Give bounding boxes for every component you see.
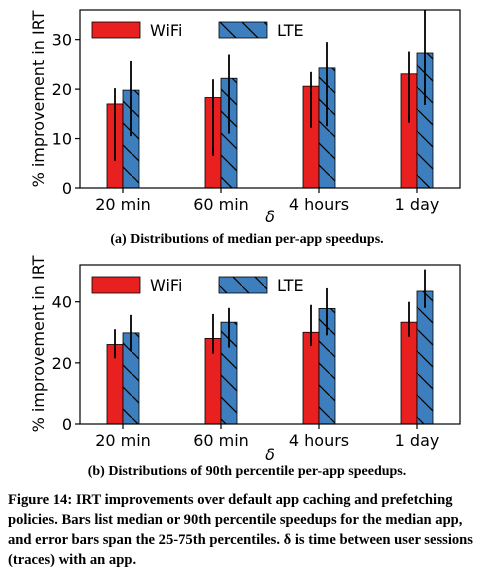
- y-tick-label: 40: [52, 293, 72, 312]
- bar-hatch-lte-2: [319, 67, 335, 188]
- bar-hatch-lte-0: [123, 90, 139, 188]
- bar-wifi-3: [400, 321, 418, 425]
- plot-frame: [79, 9, 461, 189]
- bar-hatch-lte-2: [319, 308, 335, 424]
- legend-label-wifi: WiFi: [150, 21, 182, 40]
- x-tick-label: 60 min: [193, 195, 249, 214]
- legend: WiFi LTE: [91, 276, 304, 295]
- y-tick-label: 20: [52, 80, 72, 99]
- plot-frame: [79, 264, 461, 425]
- x-axis-label: δ: [265, 207, 275, 226]
- legend-label-lte: LTE: [277, 21, 304, 40]
- chart-a: 0 10 20 30 20 min 60 min 4 hours 1 day % improve…: [29, 9, 461, 226]
- figure-caption: Figure 14: IRT improvements over default…: [8, 490, 488, 570]
- x-tick-label: 20 min: [95, 431, 151, 450]
- legend-label-lte: LTE: [277, 276, 304, 295]
- x-axis-label: δ: [265, 445, 275, 464]
- x-tick-label: 20 min: [95, 195, 151, 214]
- subcaption-b: (b) Distributions of 90th percentile per…: [87, 464, 407, 479]
- y-tick-label: 0: [62, 415, 72, 434]
- y-axis-label: % improvement in IRT: [29, 255, 48, 432]
- legend-swatch-hatch-lte: [219, 22, 267, 38]
- x-tick-label: 4 hours: [289, 431, 349, 450]
- y-tick-label: 20: [52, 354, 72, 373]
- x-tick-label: 4 hours: [289, 195, 349, 214]
- y-axis-label: % improvement in IRT: [29, 10, 48, 187]
- bar-hatch-lte-3: [417, 290, 433, 424]
- x-tick-label: 1 day: [395, 431, 440, 450]
- legend: WiFi LTE: [91, 21, 304, 40]
- legend-label-wifi: WiFi: [150, 276, 182, 295]
- y-tick-label: 0: [62, 179, 72, 198]
- legend-swatch-wifi: [91, 276, 141, 294]
- legend-swatch-wifi: [91, 21, 141, 39]
- caption-label: Figure 14:: [8, 492, 73, 508]
- bar-hatch-lte-0: [123, 332, 139, 424]
- y-tick-label: 30: [52, 31, 72, 50]
- x-tick-label: 1 day: [395, 195, 440, 214]
- x-tick-label: 60 min: [193, 431, 249, 450]
- bar-hatch-lte-3: [417, 53, 433, 189]
- y-tick-label: 10: [52, 130, 72, 149]
- subcaption-a: (a) Distributions of median per-app spee…: [110, 232, 384, 247]
- legend-swatch-hatch-lte: [219, 277, 267, 293]
- chart-b: 0 20 40 20 min 60 min 4 hours 1 day % improveme…: [29, 255, 461, 464]
- bar-hatch-lte-1: [221, 322, 237, 424]
- caption-text: IRT improvements over default app cachin…: [8, 492, 473, 568]
